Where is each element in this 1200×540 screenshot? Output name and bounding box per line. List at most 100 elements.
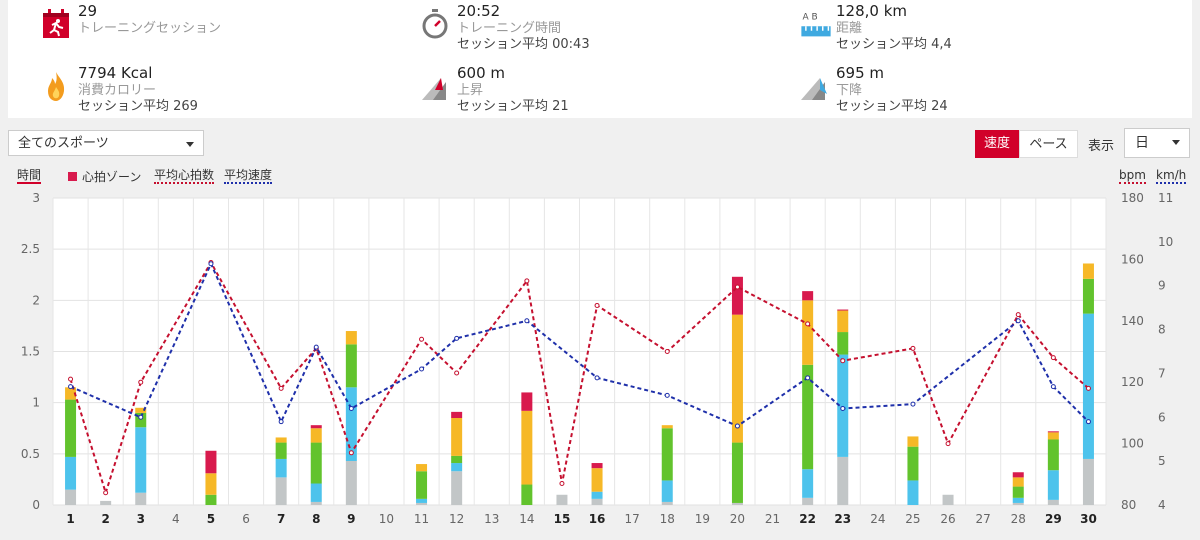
bar-segment-zone2 [1012, 497, 1024, 503]
avg-hr-line-point [524, 278, 530, 284]
avg-speed-line-point [664, 392, 670, 398]
y-tick-label-kmh: 8 [1158, 323, 1166, 337]
flame-icon [48, 72, 65, 101]
legend-avg-hr[interactable]: 平均心拍数 [154, 168, 215, 184]
bar-segment-zone5 [205, 450, 217, 474]
bar-segment-zone3 [1012, 486, 1024, 498]
bar-segment-zone2 [416, 498, 428, 503]
x-tick-label-day: 27 [976, 512, 991, 526]
avg-speed-line-point [68, 384, 74, 390]
y-tick-label-kmh: 7 [1158, 366, 1166, 380]
stat-value: 20:52 [457, 2, 501, 20]
avg-hr-line-point [664, 349, 670, 354]
x-tick-label-day: 11 [414, 512, 429, 526]
y-axis-title-kmh: km/h [1156, 168, 1187, 184]
bar-segment-zone1 [100, 500, 112, 505]
tab-speed[interactable]: 速度 [975, 130, 1019, 158]
y-tick-label-kmh: 11 [1158, 191, 1173, 205]
bar-segment-zone3 [135, 412, 147, 428]
bar-segment-zone2 [802, 469, 814, 498]
period-select[interactable]: 日 [1124, 128, 1190, 158]
avg-speed-line-point [805, 375, 811, 381]
avg-hr-line-point [103, 490, 109, 496]
stat-calories: 7794 Kcal 消費カロリー セッション平均 269 [42, 64, 402, 116]
x-tick-label-day: 12 [449, 512, 464, 526]
y-tick-label-kmh: 6 [1158, 410, 1166, 424]
avg-speed-line-point [138, 414, 144, 420]
avg-hr-line-point [348, 450, 354, 456]
sport-select[interactable]: 全てのスポーツ [8, 130, 204, 156]
bar-segment-zone4 [345, 331, 357, 345]
bar-segment-zone3 [661, 428, 673, 481]
bar-segment-zone1 [310, 501, 322, 505]
avg-speed-line-point [1085, 419, 1091, 425]
bar-segment-zone4 [135, 407, 147, 413]
avg-speed-line-point [454, 335, 460, 341]
bar-segment-zone2 [1047, 470, 1059, 500]
bar-segment-zone1 [556, 494, 568, 505]
bar-segment-zone1 [731, 502, 743, 505]
bar-segment-zone1 [802, 497, 814, 505]
bar-segment-zone5 [802, 291, 814, 301]
plot-area [53, 198, 1106, 505]
legend-hr-zone-label: 心拍ゾーン [82, 170, 142, 184]
sport-select-value: 全てのスポーツ [18, 136, 109, 151]
x-tick-label-day: 24 [870, 512, 885, 526]
bar-segment-zone1 [1082, 458, 1094, 505]
avg-speed-line [70, 261, 1090, 428]
stat-descent: 695 m 下降 セッション平均 24 [800, 64, 1160, 116]
bar-segment-zone2 [310, 483, 322, 502]
y-axis-title-bpm: bpm [1119, 168, 1146, 184]
bar-segment-zone1 [275, 477, 287, 505]
bar-segment-zone5 [837, 309, 849, 311]
avg-speed-line-point [278, 419, 284, 425]
avg-speed-line-point [208, 261, 214, 267]
x-tick-label-day: 1 [66, 512, 74, 526]
bar-segment-zone2 [65, 456, 77, 490]
bar-segment-zone4 [65, 387, 77, 400]
summary-panel: 29 トレーニングセッション 20:52 トレーニング時間 セッション平均 00… [8, 0, 1192, 118]
ascent-icon [422, 78, 446, 100]
bar-segment-zone2 [661, 480, 673, 502]
legend-avg-speed[interactable]: 平均速度 [224, 168, 273, 184]
bar-segment-zone3 [731, 442, 743, 503]
bar-segment-zone4 [591, 468, 603, 492]
y-tick-label-time: 1.5 [21, 345, 40, 359]
x-tick-label-day: 13 [484, 512, 499, 526]
avg-hr-line-point [734, 284, 740, 290]
avg-speed-line-point [419, 366, 425, 372]
stat-label: 消費カロリー [78, 83, 157, 98]
avg-speed-line-point [348, 406, 354, 412]
x-tick-label-day: 6 [242, 512, 250, 526]
x-tick-label-day: 30 [1080, 512, 1097, 526]
avg-hr-line-point [419, 336, 425, 342]
bar-segment-zone5 [1047, 431, 1059, 433]
bar-segment-zone5 [1012, 472, 1024, 478]
avg-hr-line-point [840, 358, 846, 364]
x-tick-label-day: 10 [379, 512, 394, 526]
bar-segment-zone5 [451, 411, 463, 419]
bar-segment-zone1 [451, 471, 463, 505]
avg-hr-line-point [594, 302, 600, 308]
bar-segment-zone3 [416, 471, 428, 499]
avg-hr-line-point [278, 385, 284, 391]
tab-pace[interactable]: ペース [1019, 130, 1078, 158]
y-tick-label-time: 3 [32, 191, 40, 205]
bar-segment-zone2 [345, 387, 357, 461]
bar-segment-zone1 [591, 498, 603, 505]
avg-hr-line-point [559, 481, 565, 487]
avg-hr-line-point [1015, 312, 1021, 318]
bar-segment-zone3 [310, 442, 322, 484]
avg-hr-line-point [910, 345, 916, 351]
x-tick-label-day: 29 [1045, 512, 1062, 526]
distance-ruler-icon: A B [801, 13, 831, 37]
legend-hr-zone[interactable]: 心拍ゾーン [68, 168, 141, 185]
hr-zone-swatch [68, 172, 77, 181]
y-tick-label-time: 2 [32, 293, 40, 307]
bar-segment-zone3 [907, 446, 919, 481]
stat-training-time: 20:52 トレーニング時間 セッション平均 00:43 [421, 2, 781, 54]
x-tick-label-day: 21 [765, 512, 780, 526]
descent-icon [801, 78, 827, 100]
x-tick-label-day: 15 [554, 512, 571, 526]
bar-segment-zone1 [345, 460, 357, 505]
